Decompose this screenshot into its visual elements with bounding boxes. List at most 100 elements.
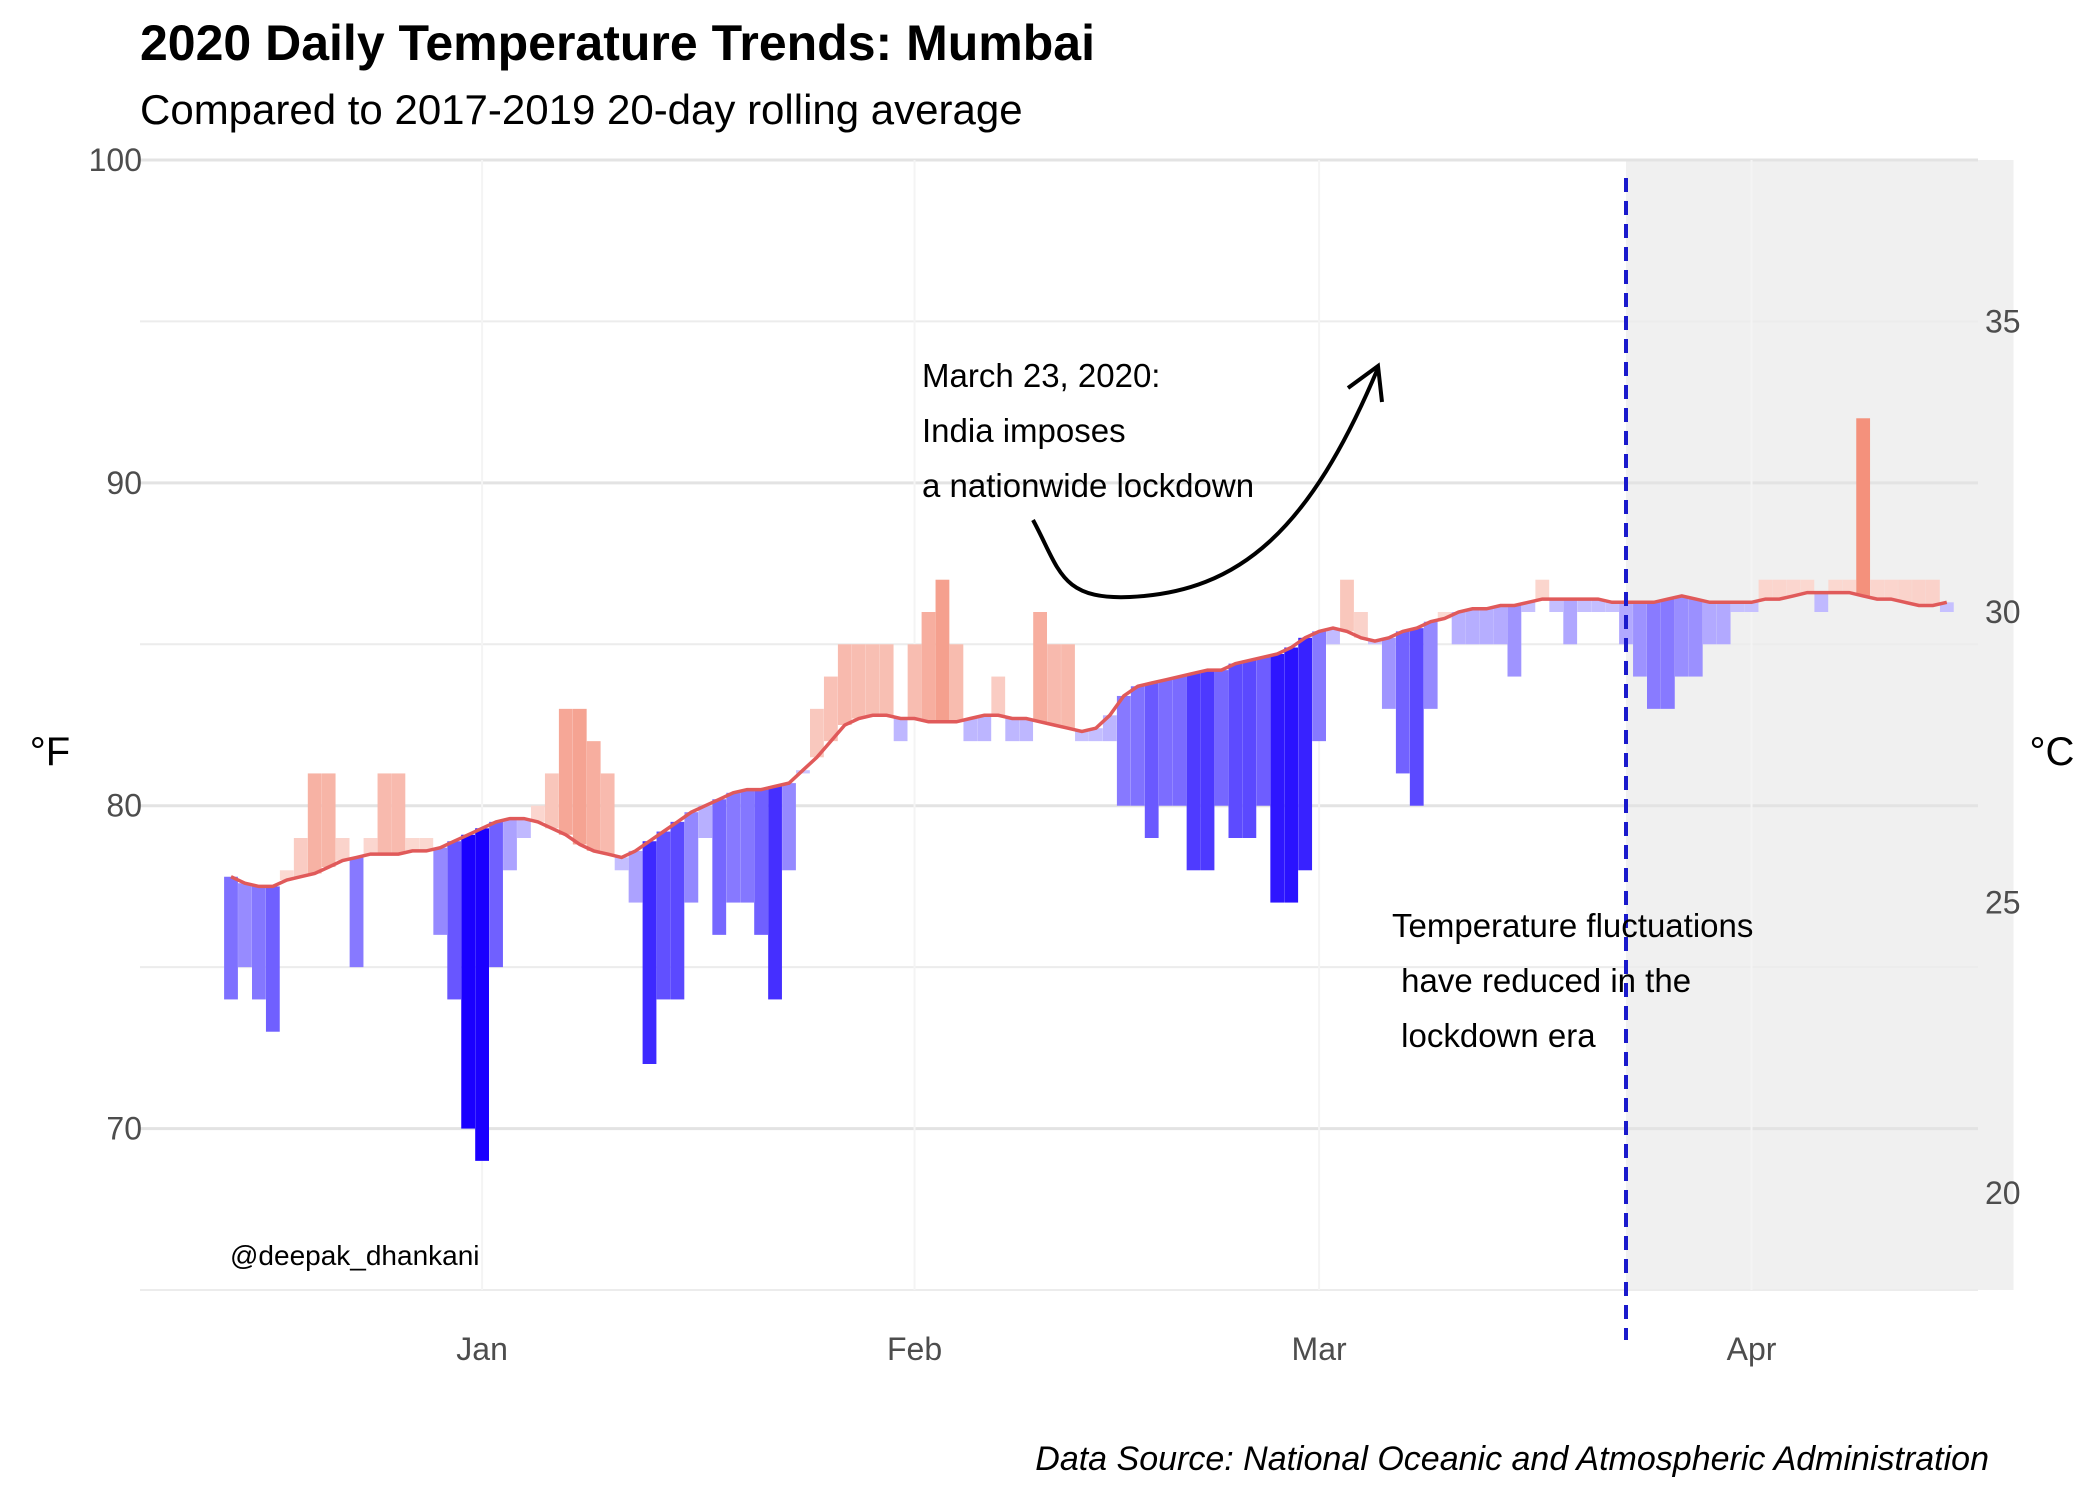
temperature-bar [782,783,796,871]
temperature-bar [1061,644,1075,729]
shaded-note-line-1: Temperature fluctuations [1392,907,1753,944]
chart-title: 2020 Daily Temperature Trends: Mumbai [140,15,1095,71]
temperature-bar [1926,579,1940,606]
temperature-bar [1465,608,1480,645]
temperature-bar [670,821,685,1000]
temperature-bar [1200,670,1215,871]
temperature-bar [698,805,713,838]
temperature-bar [1912,579,1926,606]
temperature-bar [1786,579,1801,596]
temperature-bar [391,773,406,855]
temperature-bar [279,870,294,880]
temperature-bar [293,838,308,877]
chart-subtitle: Compared to 2017-2019 20-day rolling ave… [140,86,1023,133]
temperature-bar [252,886,266,1000]
temperature-bar [1284,647,1299,903]
temperature-bar [1660,599,1675,709]
temperature-bar [1340,579,1354,632]
temperature-bar [517,818,531,838]
temperature-bar [419,838,434,851]
temperature-bar [1716,602,1731,645]
y-right-tick-label: 30 [1985,594,2021,630]
lockdown-note-line-1: March 23, 2020: [922,357,1160,394]
y-tick-label: 100 [89,142,142,178]
temperature-bar [837,644,852,725]
temperature-bar [1605,602,1619,612]
x-tick-label: Jan [456,1331,508,1367]
y-tick-label: 70 [106,1111,142,1147]
temperature-bar [1158,679,1173,806]
temperature-bar [642,841,657,1064]
temperature-bar [238,883,252,968]
temperature-bar [1549,599,1564,612]
temperature-bar [1688,599,1703,677]
temperature-bar [963,718,978,742]
temperature-bar [1130,686,1145,806]
lockdown-note-line-3: a nationwide lockdown [922,467,1254,504]
temperature-bar [377,773,392,855]
temperature-bar [949,644,964,722]
temperature-bar [1214,670,1229,806]
temperature-bar [1800,579,1815,593]
temperature-bar [265,886,280,1032]
temperature-bar [1242,660,1257,838]
temperature-bar [1521,602,1536,612]
y-axis-fahrenheit: 70 80 90 100 [89,142,142,1147]
temperature-bar [1381,637,1396,709]
temperature-bar [1186,673,1201,871]
temperature-bar [991,676,1006,716]
temperature-bar [712,799,727,935]
temperature-bar [1354,612,1368,638]
temperature-bar [754,789,768,935]
temperature-bar [1507,605,1522,677]
x-tick-label: Apr [1727,1331,1777,1367]
temperature-bar [405,838,420,851]
shaded-period-annotation: Temperature fluctuations have reduced in… [1392,907,1753,1054]
x-tick-label: Feb [887,1331,942,1367]
temperature-bar [1047,644,1061,725]
temperature-bar [1228,663,1243,838]
temperature-bar [531,805,545,822]
temperature-bar [503,818,517,871]
temperature-bar [475,828,489,1161]
temperature-bar [1312,631,1326,742]
temperature-bar [1102,715,1117,742]
temperature-bar [1019,718,1034,742]
temperature-bar [1647,602,1661,709]
temperature-bar [349,857,364,968]
temperature-bar [1939,602,1954,612]
temperature-bar [461,834,476,1129]
temperature-bar [1633,602,1647,677]
temperature-bar [433,847,448,935]
temperature-bar [740,789,755,903]
temperature-bar [1828,579,1843,593]
temperature-bar [1437,612,1452,619]
temperature-bar [1884,579,1898,600]
y-tick-label: 90 [106,465,142,501]
temperature-bar [1577,599,1592,612]
author-credit: @deepak_dhankani [230,1240,480,1271]
temperature-bar [586,741,601,851]
temperature-bar [1116,695,1131,806]
temperature-bar [1493,605,1508,645]
temperature-bar [489,821,503,968]
temperature-bar [1172,676,1187,806]
temperature-bar [768,786,782,1000]
temperature-bar [865,644,880,716]
temperature-bar [1479,608,1494,645]
temperature-bar [1744,602,1759,612]
temperature-bar [614,857,629,871]
temperature-bar [1772,579,1787,600]
temperature-bar [1144,683,1159,838]
rolling-average-path [230,590,1948,889]
shaded-note-line-3: lockdown era [1392,1017,1596,1054]
temperature-bar [726,792,741,903]
lockdown-note-line-2: India imposes [922,412,1126,449]
temperature-bar [335,838,350,861]
temperature-bar [656,831,671,1000]
y-axis-celsius: 20 25 30 35 [1985,303,2021,1211]
temperature-bar [1730,602,1745,612]
temperature-bar [1298,637,1313,871]
temperature-bar [363,838,378,855]
temperature-bar [977,715,992,742]
